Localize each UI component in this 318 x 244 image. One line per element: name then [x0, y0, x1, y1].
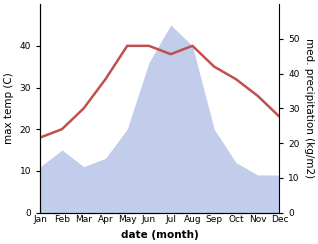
X-axis label: date (month): date (month): [121, 230, 199, 240]
Y-axis label: med. precipitation (kg/m2): med. precipitation (kg/m2): [304, 38, 314, 178]
Y-axis label: max temp (C): max temp (C): [4, 72, 14, 144]
